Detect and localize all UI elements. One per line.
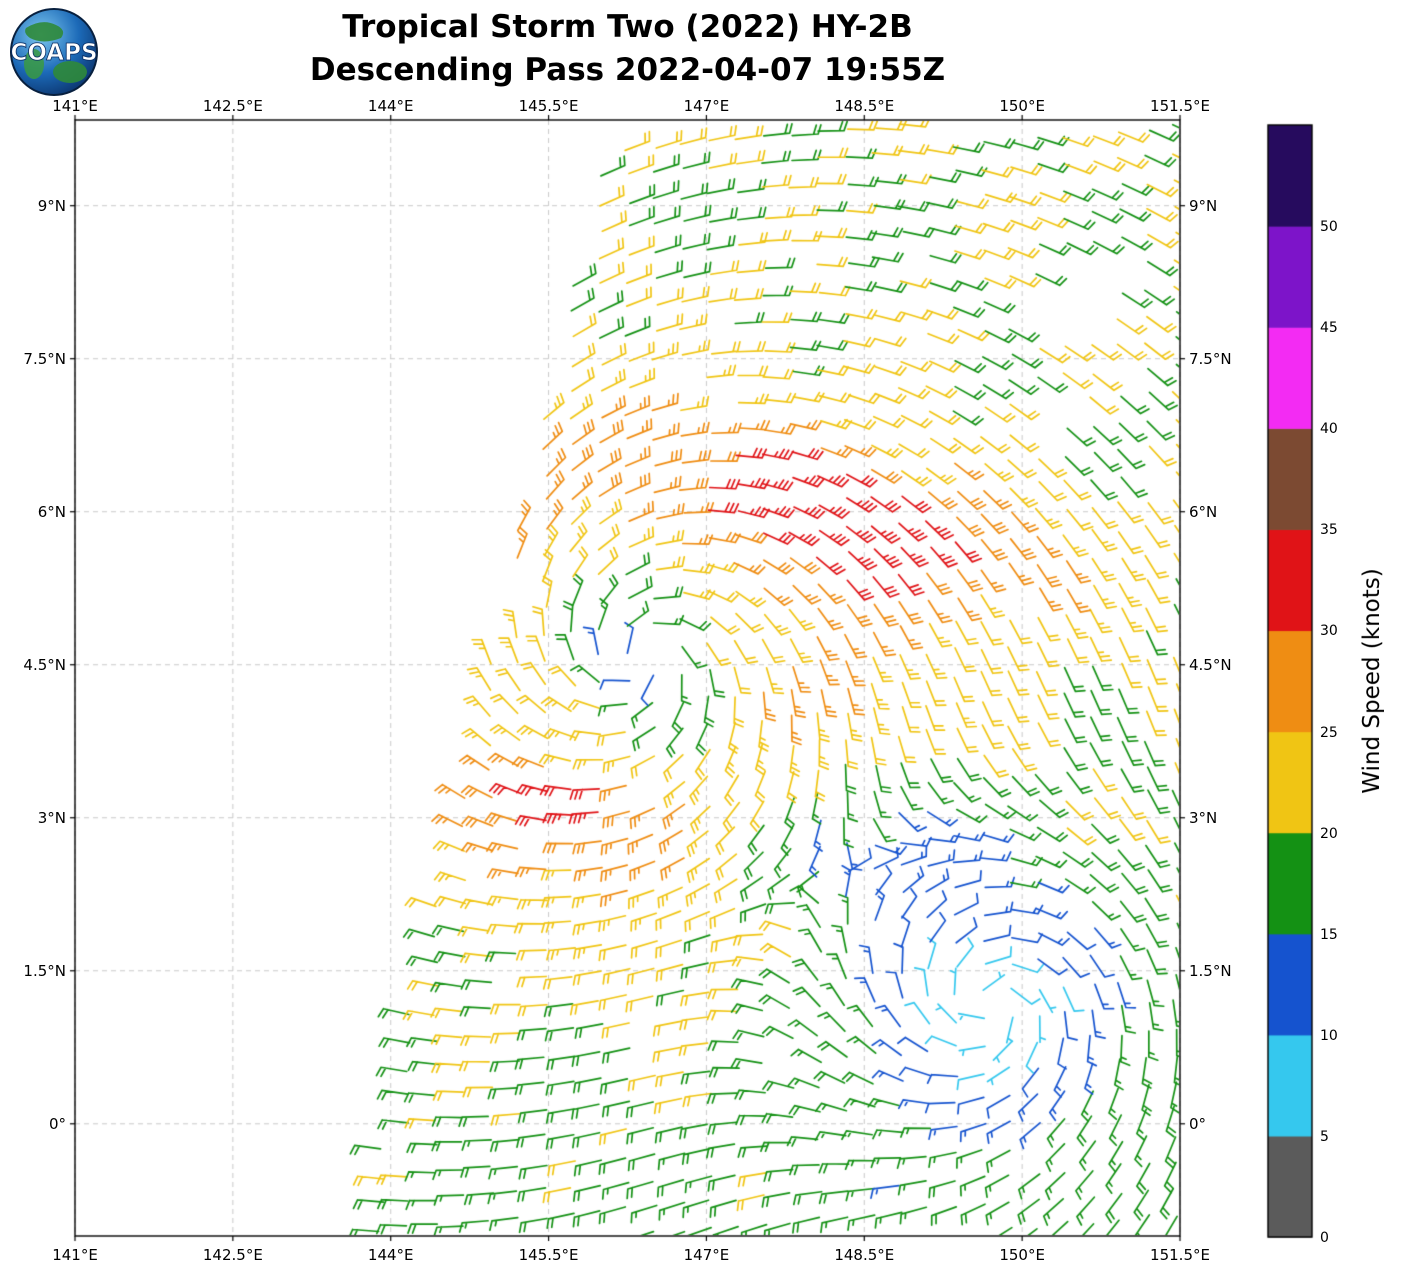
colorbar-tick-label: 25 — [1320, 724, 1338, 741]
y-axis-tick-label-right: 0° — [1189, 1114, 1207, 1133]
y-axis-tick-label-right: 3°N — [1189, 808, 1218, 827]
x-axis-tick-label-top: 147°E — [683, 97, 730, 115]
y-axis-tick-label-right: 7.5°N — [1189, 349, 1232, 368]
x-axis-tick-label-top: 151.5°E — [1150, 97, 1210, 115]
colorbar-tick-label: 40 — [1320, 421, 1338, 438]
plot-title-line1: Tropical Storm Two (2022) HY-2B — [342, 9, 913, 45]
y-axis-tick-label-left: 6°N — [37, 502, 66, 521]
y-axis-tick-label-right: 1.5°N — [1189, 961, 1232, 980]
x-axis-tick-label-bottom: 141°E — [52, 1246, 98, 1264]
x-axis-tick-label-bottom: 147°E — [683, 1246, 730, 1264]
x-axis-tick-label-top: 148.5°E — [834, 97, 895, 115]
x-axis-tick-label-top: 141°E — [52, 97, 98, 115]
y-axis-tick-label-right: 6°N — [1189, 502, 1218, 521]
colorbar-tick-label: 10 — [1320, 1027, 1338, 1044]
x-axis-tick-label-bottom: 145.5°E — [518, 1246, 579, 1264]
colorbar-tick-label: 20 — [1320, 825, 1338, 842]
y-axis-tick-label-right: 9°N — [1189, 196, 1218, 215]
x-axis-tick-label-top: 144°E — [367, 97, 414, 115]
colorbar-tick-label: 15 — [1320, 926, 1338, 943]
colorbar-tick-label: 45 — [1320, 320, 1338, 337]
x-axis-tick-label-bottom: 144°E — [367, 1246, 414, 1264]
y-axis-tick-label-left: 9°N — [37, 196, 66, 215]
plot-title: Tropical Storm Two (2022) HY-2B Descendi… — [75, 6, 1180, 92]
y-axis-tick-label-right: 4.5°N — [1189, 655, 1232, 674]
x-axis-tick-label-bottom: 151.5°E — [1150, 1246, 1210, 1264]
colorbar-tick-label: 0 — [1320, 1230, 1329, 1246]
colorbar-tick-label: 35 — [1320, 522, 1338, 539]
y-axis-tick-label-left: 3°N — [37, 808, 66, 827]
plot-title-line2: Descending Pass 2022-04-07 19:55Z — [309, 52, 946, 88]
colorbar-tick-label: 50 — [1320, 219, 1338, 236]
y-axis-tick-label-left: 1.5°N — [23, 961, 66, 980]
x-axis-tick-label-top: 145.5°E — [518, 97, 579, 115]
x-axis-tick-label-bottom: 150°E — [999, 1246, 1045, 1264]
y-axis-tick-label-left: 4.5°N — [23, 655, 66, 674]
coaps-logo-text: COAPS — [10, 40, 97, 66]
colorbar-tick-label: 30 — [1320, 623, 1338, 640]
colorbar-axis-label: Wind Speed (knots) — [1359, 568, 1385, 794]
coaps-logo: COAPS — [10, 8, 98, 96]
x-axis-tick-label-bottom: 142.5°E — [202, 1246, 263, 1264]
y-axis-tick-label-left: 7.5°N — [23, 349, 66, 368]
x-axis-tick-label-top: 142.5°E — [202, 97, 263, 115]
y-axis-tick-label-left: 0° — [48, 1114, 66, 1133]
x-axis-tick-label-top: 150°E — [999, 97, 1045, 115]
colorbar-tick-label: 5 — [1320, 1128, 1329, 1145]
x-axis-tick-label-bottom: 148.5°E — [834, 1246, 895, 1264]
